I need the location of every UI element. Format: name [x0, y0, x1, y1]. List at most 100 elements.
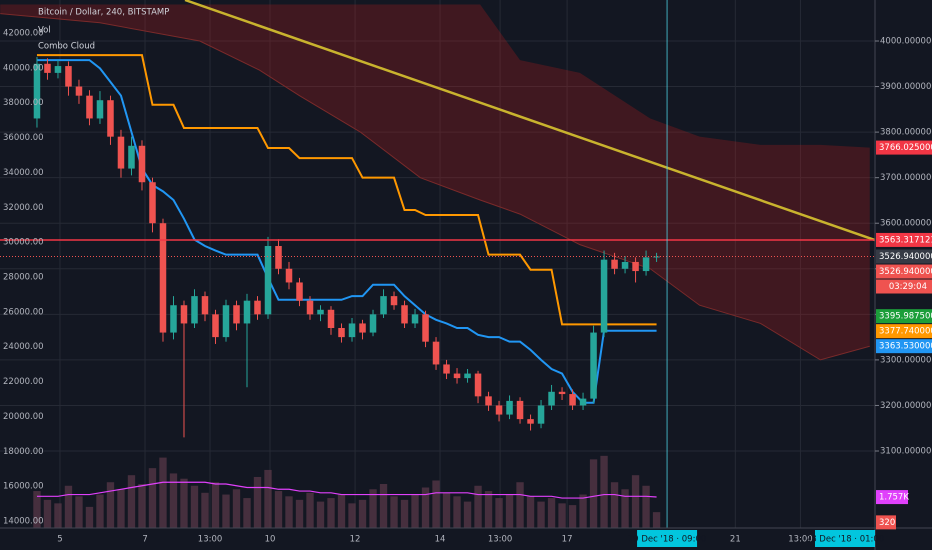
price-badge-label: 3395.98750000 — [879, 312, 932, 322]
volume-bar — [421, 487, 430, 528]
trendline — [184, 0, 876, 242]
candle-body — [254, 300, 261, 315]
volume-bar — [33, 491, 41, 528]
volume-badge-label: 320 — [879, 518, 895, 528]
candle-body — [275, 246, 282, 269]
candle-body — [632, 261, 639, 272]
candle-body — [212, 314, 219, 338]
volume-bar — [652, 512, 661, 528]
candle-body — [149, 182, 156, 224]
candle-body — [117, 136, 125, 169]
candle-body — [590, 332, 597, 399]
y2-tick-label: 32000.00 — [3, 203, 44, 213]
volume-bar — [516, 482, 524, 528]
y2-tick-label: 28000.00 — [3, 272, 44, 282]
volume-bar — [243, 498, 251, 528]
volume-bar — [64, 485, 73, 528]
candle-body — [506, 400, 513, 415]
candle-body — [201, 296, 209, 315]
x-tick-label: 17 — [562, 535, 573, 545]
candle-body — [411, 314, 419, 324]
volume-bar — [610, 482, 619, 528]
candle-body — [527, 419, 534, 424]
volume-bar — [201, 492, 209, 528]
volume-bar — [453, 496, 461, 528]
candle-body — [537, 405, 545, 424]
candle-body — [453, 373, 461, 379]
candle-body — [380, 296, 387, 315]
candle-body — [296, 282, 303, 301]
volume-bar — [117, 489, 125, 528]
volume-bar — [190, 485, 199, 528]
legend-title: Bitcoin / Dollar, 240, BITSTAMP — [38, 8, 169, 18]
candle-body — [621, 261, 629, 269]
y-tick-label: 3900.00000000 — [880, 82, 932, 92]
volume-bar — [43, 499, 52, 528]
volume-bar — [379, 484, 388, 528]
y2-tick-label: 40000.00 — [3, 63, 44, 73]
candle-body — [474, 373, 482, 397]
y-tick-label: 4000.00000000 — [880, 37, 932, 47]
volume-bar — [558, 503, 566, 528]
price-badge — [876, 324, 932, 339]
candle-body — [558, 391, 566, 395]
candle-body — [327, 309, 335, 329]
volume-bar — [442, 492, 451, 528]
candle-body — [485, 396, 492, 406]
y2-tick-label: 22000.00 — [3, 377, 44, 387]
y2-tick-label: 16000.00 — [3, 482, 44, 492]
volume-bar — [85, 506, 94, 528]
candle-body — [600, 259, 608, 333]
volume-bar — [547, 498, 556, 528]
volume-bar — [526, 496, 535, 528]
volume-badge — [876, 515, 896, 530]
price-badge — [876, 264, 932, 279]
y2-tick-label: 24000.00 — [3, 342, 44, 352]
volume-bar — [274, 491, 283, 528]
volume-bar — [211, 482, 220, 528]
candle-body — [191, 296, 198, 324]
x-tick-label: 5 — [57, 535, 62, 545]
candle-body — [243, 300, 251, 324]
y2-tick-label: 38000.00 — [3, 98, 44, 108]
volume-bar — [127, 475, 136, 528]
volume-bar — [495, 498, 503, 528]
volume-bar — [537, 501, 545, 528]
candle-body — [359, 323, 366, 333]
y2-tick-label: 34000.00 — [3, 168, 44, 178]
volume-bar — [600, 455, 608, 528]
y2-tick-label: 42000.00 — [3, 28, 44, 38]
price-badge-label: 3526.94000000 — [879, 252, 932, 262]
volume-bar — [295, 499, 304, 528]
candle-body — [170, 305, 177, 333]
y2-tick-label: 18000.00 — [3, 447, 44, 457]
candle-body — [107, 100, 114, 137]
volume-bar — [631, 475, 640, 528]
candle-body — [306, 300, 314, 315]
candle-body — [96, 100, 104, 119]
candle-body — [642, 257, 650, 272]
volume-bar — [138, 484, 146, 528]
volume-bar — [589, 459, 598, 528]
volume-bar — [159, 457, 167, 528]
cloud-edge — [0, 13, 870, 361]
price-badge — [876, 249, 932, 264]
volume-bar — [505, 494, 514, 528]
volume-bar — [642, 485, 650, 528]
countdown-badge — [876, 279, 932, 294]
volume-bar — [285, 496, 293, 528]
candle-body — [44, 63, 51, 73]
candle-body — [285, 268, 293, 283]
volume-bar — [232, 489, 241, 528]
candle-body — [401, 305, 408, 324]
candle-body — [180, 305, 188, 324]
legend-entry: Combo Cloud — [38, 42, 95, 52]
x-tick-label: 14 — [435, 535, 446, 545]
volume-bar — [337, 494, 346, 528]
volume-bar — [432, 480, 440, 528]
price-badge-label: 3526.94000000 — [879, 267, 932, 277]
candle-body — [369, 314, 377, 333]
time-badge — [637, 530, 698, 547]
